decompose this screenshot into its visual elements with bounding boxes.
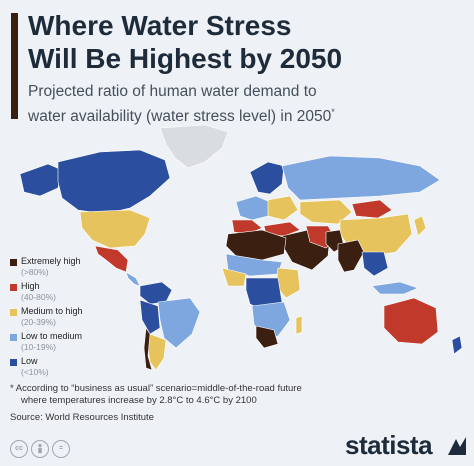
- region-indonesia: [371, 281, 419, 295]
- region-scandinavia: [249, 161, 285, 195]
- region-alaska: [19, 163, 63, 197]
- attribution-glyph: [38, 443, 42, 454]
- region-north-africa: [225, 229, 287, 261]
- subtitle-footnote-marker: *: [331, 107, 335, 117]
- region-eastern-europe: [267, 195, 299, 221]
- region-canada: [57, 149, 171, 215]
- region-southeast-asia: [361, 251, 389, 277]
- legend-swatch: [10, 334, 17, 341]
- cc-icon[interactable]: cc: [10, 440, 28, 458]
- region-madagascar: [295, 315, 303, 335]
- equals-icon[interactable]: =: [52, 440, 70, 458]
- region-kazakhstan: [299, 199, 353, 225]
- accent-bar: [11, 13, 18, 119]
- region-russia: [281, 155, 441, 201]
- footnote-line-2: where temperatures increase by 2.8°C to …: [21, 395, 257, 406]
- subtitle-line-2: water availability (water stress level) …: [28, 102, 468, 127]
- legend-label: Low: [21, 356, 38, 366]
- legend-range: (10-19%): [21, 342, 56, 352]
- region-central-america: [125, 271, 141, 287]
- statista-logo-icon: [448, 437, 466, 455]
- attribution-icon[interactable]: [31, 440, 49, 458]
- legend-swatch: [10, 284, 17, 291]
- legend-item-extremely-high: Extremely high (>80%): [10, 256, 120, 282]
- region-india: [337, 239, 365, 273]
- region-new-zealand: [451, 335, 463, 355]
- region-greenland: [159, 124, 229, 169]
- region-mexico: [94, 245, 129, 273]
- legend-range: (>80%): [21, 267, 49, 277]
- legend-range: (40-80%): [21, 292, 56, 302]
- region-western-europe: [235, 195, 271, 221]
- legend-swatch: [10, 259, 17, 266]
- region-west-africa: [221, 267, 247, 287]
- subtitle-line-1: Projected ratio of human water demand to: [28, 83, 317, 100]
- legend-range: (20-39%): [21, 317, 56, 327]
- legend-label: Medium to high: [21, 306, 83, 316]
- title-line-1: Where Water Stress: [28, 10, 292, 41]
- region-brazil: [157, 297, 201, 349]
- region-south-africa: [255, 325, 279, 349]
- license-icons[interactable]: cc =: [10, 440, 72, 458]
- title-line-2: Will Be Highest by 2050: [28, 43, 343, 74]
- world-map: [19, 124, 463, 371]
- legend-item-low-to-medium: Low to medium (10-19%): [10, 331, 120, 357]
- region-japan: [413, 215, 427, 237]
- legend-item-medium-to-high: Medium to high (20-39%): [10, 306, 120, 332]
- legend-label: High: [21, 281, 40, 291]
- region-mongolia: [351, 199, 393, 219]
- region-australia: [383, 297, 439, 345]
- legend-item-high: High (40-80%): [10, 281, 120, 307]
- legend-label: Extremely high: [21, 256, 81, 266]
- legend-range: (<10%): [21, 367, 49, 377]
- statista-logo[interactable]: statista: [345, 430, 433, 460]
- footnote: * According to “business as usual” scena…: [10, 383, 470, 407]
- region-chile: [143, 327, 153, 371]
- footnote-line-1: * According to “business as usual” scena…: [10, 383, 302, 394]
- legend-label: Low to medium: [21, 331, 83, 341]
- region-usa: [79, 209, 151, 249]
- chart-subtitle: Projected ratio of human water demand to…: [28, 82, 468, 127]
- subtitle-line-2-text: water availability (water stress level) …: [28, 108, 332, 126]
- legend-swatch: [10, 359, 17, 366]
- map-legend: Extremely high (>80%) High (40-80%) Medi…: [10, 256, 120, 382]
- legend-item-low: Low (<10%): [10, 356, 120, 382]
- legend-swatch: [10, 309, 17, 316]
- region-peru-bolivia: [139, 299, 161, 335]
- chart-title: Where Water Stress Will Be Highest by 20…: [28, 9, 468, 75]
- source-note: Source: World Resources Institute: [10, 412, 154, 423]
